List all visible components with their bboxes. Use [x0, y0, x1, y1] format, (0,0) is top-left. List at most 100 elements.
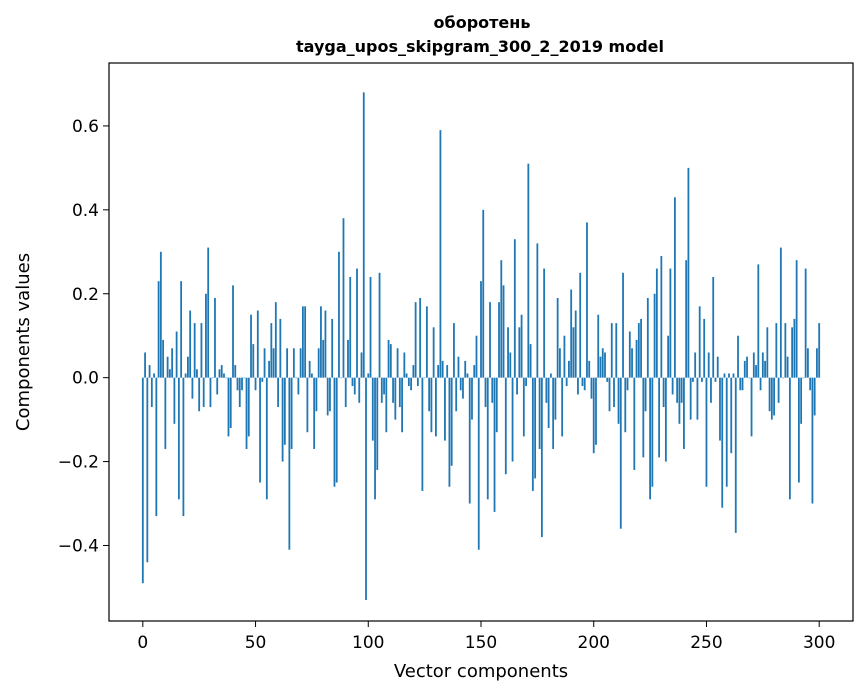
bar [168, 369, 171, 378]
bar [193, 323, 196, 378]
bar [791, 327, 794, 378]
bar [187, 356, 189, 378]
bar [477, 377, 480, 550]
bar [513, 239, 516, 378]
bar [662, 377, 665, 408]
bar [428, 377, 431, 412]
bar [365, 377, 367, 601]
bar [579, 272, 582, 378]
bar [356, 268, 358, 378]
bar [613, 377, 615, 408]
bar [676, 377, 679, 403]
bar [342, 218, 345, 378]
bar [563, 335, 566, 378]
bar [150, 377, 153, 408]
bar [313, 377, 316, 449]
bar [441, 360, 444, 378]
bar [301, 306, 304, 378]
bar [716, 356, 719, 378]
bar [599, 356, 602, 378]
bar [362, 92, 365, 378]
bar [227, 377, 230, 437]
bar [437, 365, 440, 378]
bar [196, 369, 198, 378]
bar [714, 377, 717, 382]
bar [559, 348, 561, 378]
bar [412, 365, 415, 378]
bar [547, 377, 550, 429]
bar [732, 373, 735, 378]
bar [698, 306, 701, 378]
bar [162, 339, 165, 378]
bar [464, 360, 467, 378]
bar [295, 377, 298, 379]
bar [705, 377, 708, 487]
bar [326, 377, 329, 416]
plot-frame [108, 62, 854, 622]
y-axis-ticks: −0.4 −0.2 0.0 0.2 0.4 0.6 [58, 117, 109, 556]
y-tick-label: 0.0 [72, 369, 99, 389]
bar [376, 377, 379, 470]
bar [545, 377, 548, 403]
bar [471, 377, 473, 420]
x-tick-label: 50 [245, 633, 267, 653]
bar [518, 327, 521, 378]
bar [299, 348, 302, 378]
x-tick-label: 0 [137, 633, 148, 653]
bar [764, 360, 766, 378]
bar [245, 377, 248, 449]
bar [202, 377, 205, 408]
bar [595, 377, 597, 445]
bar [333, 377, 336, 487]
bar [615, 323, 618, 378]
y-tick-label: 0.6 [72, 117, 99, 137]
bar [534, 377, 537, 479]
bar [498, 302, 500, 378]
bar [671, 377, 674, 395]
bar [229, 377, 232, 429]
bar [811, 377, 814, 504]
bar [444, 377, 446, 441]
bar [701, 377, 703, 382]
bar [606, 377, 609, 382]
x-tick-label: 300 [803, 633, 835, 653]
bar [182, 377, 185, 517]
bar [570, 289, 573, 378]
bar [689, 377, 692, 420]
bar [311, 373, 313, 378]
y-tick-label: 0.2 [72, 285, 99, 305]
bars-group [141, 92, 821, 601]
bar [495, 377, 498, 433]
bar [268, 360, 270, 378]
bar [761, 352, 764, 378]
bar [642, 377, 645, 458]
bar [782, 377, 785, 379]
bar [644, 377, 647, 412]
bar [730, 377, 733, 454]
bar [331, 318, 334, 378]
bar [480, 281, 482, 378]
bar [500, 260, 503, 378]
bar [712, 276, 715, 378]
bar [274, 302, 277, 378]
bar [673, 197, 676, 378]
bar [448, 377, 451, 487]
bar [624, 377, 627, 433]
bar [265, 377, 268, 500]
bar [241, 377, 243, 391]
bar [234, 365, 237, 378]
bar [254, 377, 257, 391]
bar [155, 377, 158, 517]
bar [502, 285, 505, 378]
bar [655, 268, 658, 378]
bar [723, 373, 726, 378]
bar [813, 377, 816, 416]
x-tick-label: 250 [690, 633, 722, 653]
bar [403, 352, 406, 378]
bar [588, 360, 591, 378]
bar [725, 377, 728, 487]
bar [450, 377, 453, 466]
x-axis-ticks: 0 50 100 150 200 250 300 [137, 621, 835, 653]
bar [315, 377, 318, 412]
bar [660, 255, 663, 378]
